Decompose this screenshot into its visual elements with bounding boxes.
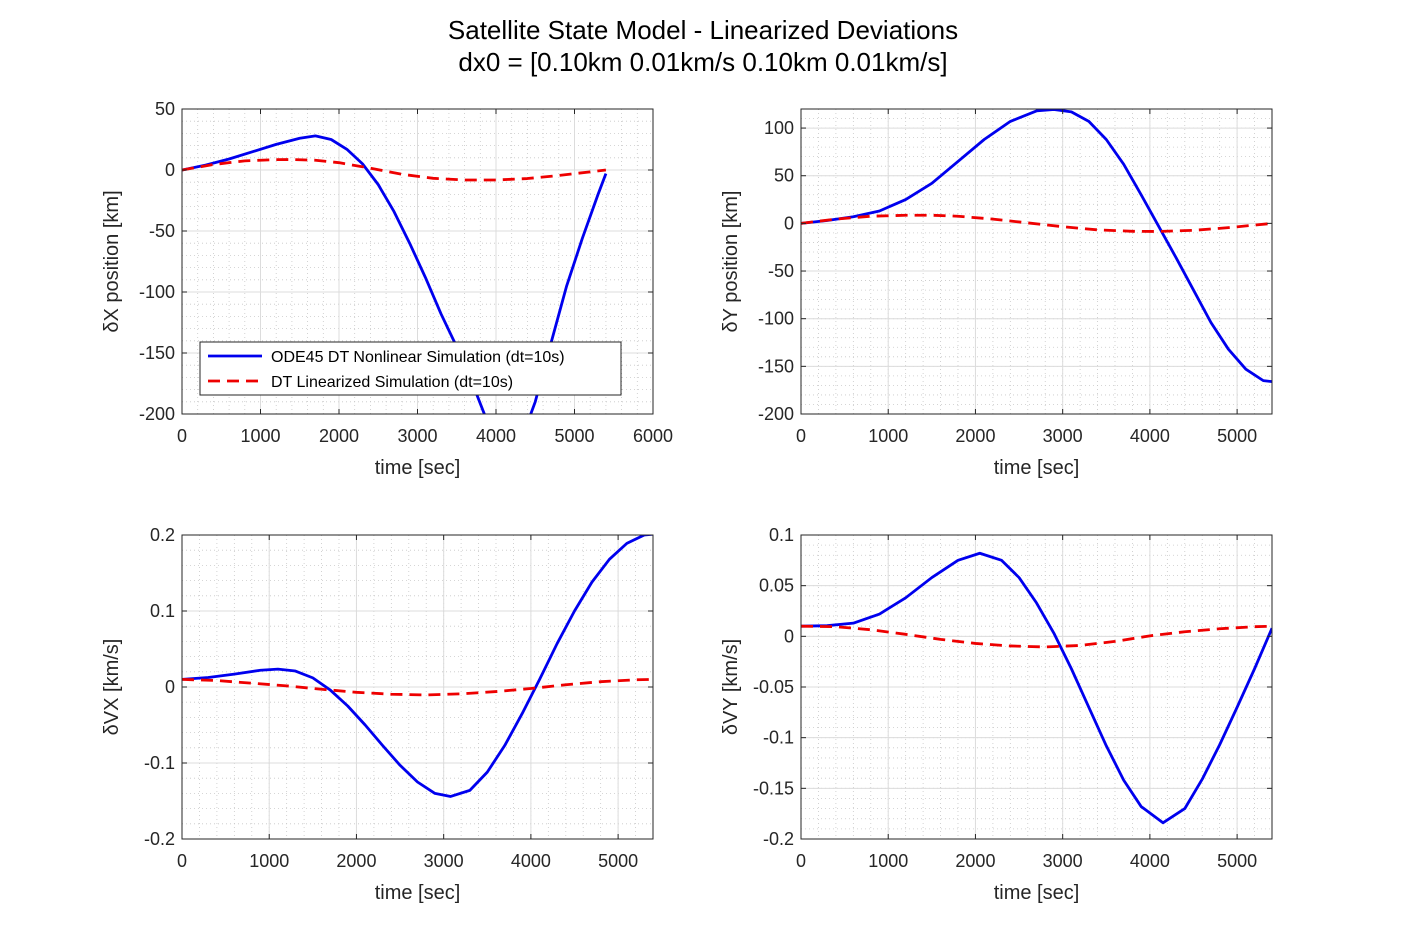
x-axis-label: time [sec] xyxy=(375,882,461,904)
series-group xyxy=(801,109,1272,383)
y-tick-label: -150 xyxy=(139,343,175,363)
y-tick-label: 50 xyxy=(774,166,794,186)
grid-lines xyxy=(801,109,1272,414)
figure-title-line2: dx0 = [0.10km 0.01km/s 0.10km 0.01km/s] xyxy=(458,47,948,77)
x-tick-label: 4000 xyxy=(1130,851,1170,871)
y-tick-label: -200 xyxy=(139,404,175,424)
y-tick-label: -0.15 xyxy=(753,778,794,798)
subplot-dvy: 0 1000 2000 3000 4000 5000 -0.2 -0.15 -0.1 -0.05 0… xyxy=(720,525,1273,904)
x-tick-label: 2000 xyxy=(955,851,995,871)
y-tick-label: -200 xyxy=(758,404,794,424)
x-axis-label: time [sec] xyxy=(994,882,1080,904)
y-tick-label: 0 xyxy=(165,160,175,180)
y-tick-label: 0 xyxy=(165,677,175,697)
x-tick-label: 2000 xyxy=(336,851,376,871)
series-group xyxy=(182,535,653,798)
figure-title: Satellite State Model - Linearized Devia… xyxy=(0,14,1406,78)
x-axis-label: time [sec] xyxy=(994,457,1080,479)
y-tick-label: -150 xyxy=(758,356,794,376)
x-tick-label: 5000 xyxy=(554,426,594,446)
subplot-dy-position: 0 1000 2000 3000 4000 5000 -200 -150 -100 -50 0 50 1… xyxy=(720,108,1273,479)
x-tick-label: 4000 xyxy=(1130,426,1170,446)
axes-box xyxy=(800,108,1273,415)
series-line-nonlinear xyxy=(801,109,1272,383)
y-tick-label: 0.1 xyxy=(769,525,794,545)
figure-title-line1: Satellite State Model - Linearized Devia… xyxy=(447,15,959,45)
x-tick-label: 3000 xyxy=(1043,426,1083,446)
legend-label-linearized: DT Linearized Simulation (dt=10s) xyxy=(271,374,513,391)
legend-label-nonlinear: ODE45 DT Nonlinear Simulation (dt=10s) xyxy=(271,349,565,366)
y-tick-label: 0 xyxy=(784,626,794,646)
x-tick-label: 5000 xyxy=(1217,851,1257,871)
x-tick-label: 5000 xyxy=(598,851,638,871)
y-axis-label: δVX [km/s] xyxy=(101,639,123,736)
x-tick-label: 4000 xyxy=(476,426,516,446)
y-axis-label: δX position [km] xyxy=(101,190,123,332)
y-tick-label: -0.1 xyxy=(763,728,794,748)
x-tick-label: 1000 xyxy=(249,851,289,871)
y-tick-label: -100 xyxy=(758,309,794,329)
y-tick-label: 50 xyxy=(155,99,175,119)
y-axis-label: δY position [km] xyxy=(720,191,742,333)
legend-box xyxy=(199,341,622,396)
x-tick-label: 0 xyxy=(796,426,806,446)
y-tick-label: -0.1 xyxy=(144,753,175,773)
x-tick-label: 1000 xyxy=(240,426,280,446)
x-tick-label: 0 xyxy=(177,851,187,871)
x-axis-label: time [sec] xyxy=(375,457,461,479)
x-tick-label: 6000 xyxy=(633,426,673,446)
x-tick-label: 3000 xyxy=(424,851,464,871)
y-tick-label: 0.2 xyxy=(150,525,175,545)
x-tick-label: 3000 xyxy=(1043,851,1083,871)
x-tick-label: 1000 xyxy=(868,426,908,446)
y-tick-label: 0 xyxy=(784,213,794,233)
series-line-nonlinear xyxy=(182,535,653,798)
y-tick-label: -50 xyxy=(768,261,794,281)
x-tick-label: 1000 xyxy=(868,851,908,871)
x-tick-label: 3000 xyxy=(397,426,437,446)
series-line-nonlinear xyxy=(801,551,1272,825)
y-tick-label: -0.2 xyxy=(144,829,175,849)
series-line-linearized xyxy=(182,158,607,182)
y-tick-label: 0.1 xyxy=(150,601,175,621)
series-group xyxy=(801,551,1272,825)
series-line-linearized xyxy=(801,624,1272,649)
y-tick-label: -100 xyxy=(139,282,175,302)
x-tick-label: 2000 xyxy=(319,426,359,446)
y-tick-label: -0.2 xyxy=(763,829,794,849)
x-tick-label: 4000 xyxy=(511,851,551,871)
series-line-linearized xyxy=(801,213,1272,233)
y-axis-label: δVY [km/s] xyxy=(720,639,742,735)
subplot-dvx: 0 1000 2000 3000 4000 5000 -0.2 -0.1 0 0.1 0.2 time… xyxy=(101,525,654,904)
x-tick-label: 5000 xyxy=(1217,426,1257,446)
legend: ODE45 DT Nonlinear Simulation (dt=10s) DT… xyxy=(199,341,622,396)
grid-lines xyxy=(801,535,1272,839)
subplot-dx-position: 0 1000 2000 3000 4000 5000 6000 -200 -150 -100 -50… xyxy=(101,99,673,479)
y-tick-label: -0.05 xyxy=(753,677,794,697)
x-tick-label: 0 xyxy=(177,426,187,446)
y-tick-label: 0.05 xyxy=(759,576,794,596)
y-tick-label: 100 xyxy=(764,118,794,138)
x-tick-label: 2000 xyxy=(955,426,995,446)
x-tick-label: 0 xyxy=(796,851,806,871)
series-line-linearized xyxy=(182,678,653,697)
y-tick-label: -50 xyxy=(149,221,175,241)
